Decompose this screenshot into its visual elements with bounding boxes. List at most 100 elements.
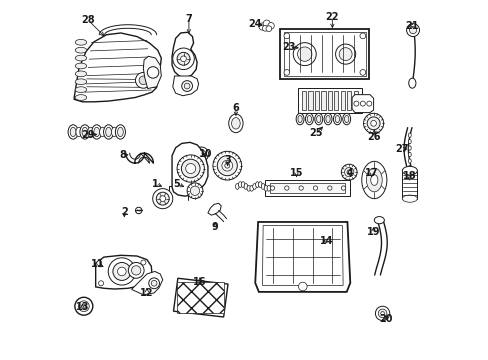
Ellipse shape: [407, 146, 410, 150]
Ellipse shape: [103, 125, 113, 139]
Circle shape: [185, 163, 195, 174]
Bar: [402, 171, 416, 199]
Text: 27: 27: [395, 144, 408, 154]
Circle shape: [212, 151, 241, 180]
Text: 24: 24: [248, 19, 262, 29]
Polygon shape: [351, 95, 373, 113]
Text: 15: 15: [289, 168, 303, 178]
Ellipse shape: [100, 127, 105, 136]
Circle shape: [341, 186, 345, 190]
Text: 29: 29: [81, 130, 94, 140]
Circle shape: [190, 186, 199, 195]
Ellipse shape: [88, 127, 93, 136]
Ellipse shape: [92, 125, 102, 139]
Ellipse shape: [246, 185, 250, 191]
Text: 2: 2: [121, 207, 127, 217]
Ellipse shape: [402, 195, 416, 202]
Text: 14: 14: [319, 236, 332, 246]
Circle shape: [370, 121, 376, 126]
Circle shape: [270, 186, 274, 190]
Bar: [314, 91, 319, 110]
Circle shape: [341, 164, 356, 180]
Bar: [177, 282, 224, 314]
Circle shape: [346, 170, 351, 174]
Ellipse shape: [70, 127, 76, 136]
Circle shape: [265, 26, 271, 32]
Bar: [321, 91, 325, 110]
Circle shape: [149, 67, 154, 72]
Text: 9: 9: [211, 222, 218, 231]
Ellipse shape: [402, 166, 416, 175]
Circle shape: [156, 192, 169, 205]
Circle shape: [267, 23, 274, 29]
Circle shape: [327, 186, 331, 190]
Ellipse shape: [344, 116, 348, 123]
Ellipse shape: [366, 168, 382, 192]
Circle shape: [113, 262, 131, 280]
Circle shape: [131, 266, 141, 275]
Circle shape: [81, 304, 86, 309]
Text: 28: 28: [81, 15, 95, 26]
Ellipse shape: [255, 182, 259, 188]
Circle shape: [135, 207, 142, 214]
Polygon shape: [172, 76, 198, 96]
Text: 22: 22: [325, 12, 338, 22]
Ellipse shape: [231, 118, 240, 129]
Circle shape: [151, 280, 157, 286]
Ellipse shape: [75, 95, 86, 100]
Circle shape: [199, 152, 203, 156]
Circle shape: [172, 48, 194, 69]
Ellipse shape: [105, 127, 111, 136]
Circle shape: [147, 64, 157, 75]
Ellipse shape: [407, 165, 410, 170]
Circle shape: [284, 33, 289, 39]
Text: 16: 16: [193, 277, 206, 287]
Ellipse shape: [238, 182, 242, 188]
Ellipse shape: [75, 40, 86, 45]
Circle shape: [147, 67, 159, 78]
Text: 8: 8: [119, 150, 126, 160]
Circle shape: [197, 150, 205, 158]
Circle shape: [139, 76, 147, 85]
Polygon shape: [173, 278, 227, 317]
Circle shape: [217, 156, 237, 176]
Circle shape: [143, 280, 148, 285]
Circle shape: [375, 306, 389, 320]
Circle shape: [363, 113, 383, 134]
Ellipse shape: [314, 113, 322, 125]
Text: 7: 7: [185, 14, 192, 24]
Circle shape: [152, 189, 172, 209]
Bar: [269, 183, 345, 193]
Ellipse shape: [75, 87, 86, 93]
Circle shape: [180, 56, 186, 62]
Circle shape: [359, 33, 365, 39]
Ellipse shape: [335, 116, 339, 123]
Circle shape: [378, 309, 386, 318]
Polygon shape: [172, 32, 197, 78]
Ellipse shape: [296, 113, 304, 125]
Text: 3: 3: [224, 155, 230, 165]
Polygon shape: [131, 271, 163, 295]
Ellipse shape: [306, 116, 311, 123]
Ellipse shape: [373, 217, 384, 224]
Text: 20: 20: [379, 314, 392, 324]
Ellipse shape: [76, 127, 81, 136]
Circle shape: [298, 282, 306, 291]
Circle shape: [335, 44, 355, 64]
Text: 23: 23: [282, 42, 295, 52]
Bar: [353, 91, 357, 110]
Text: 17: 17: [365, 168, 378, 178]
Bar: [284, 32, 365, 76]
Circle shape: [141, 260, 145, 265]
Circle shape: [284, 186, 288, 190]
Polygon shape: [143, 56, 161, 89]
Polygon shape: [96, 255, 152, 289]
Ellipse shape: [75, 63, 86, 69]
Ellipse shape: [408, 78, 415, 88]
Circle shape: [194, 147, 208, 161]
Ellipse shape: [333, 113, 341, 125]
Circle shape: [366, 117, 379, 130]
Circle shape: [108, 258, 135, 285]
Circle shape: [117, 267, 126, 276]
Circle shape: [408, 27, 416, 34]
